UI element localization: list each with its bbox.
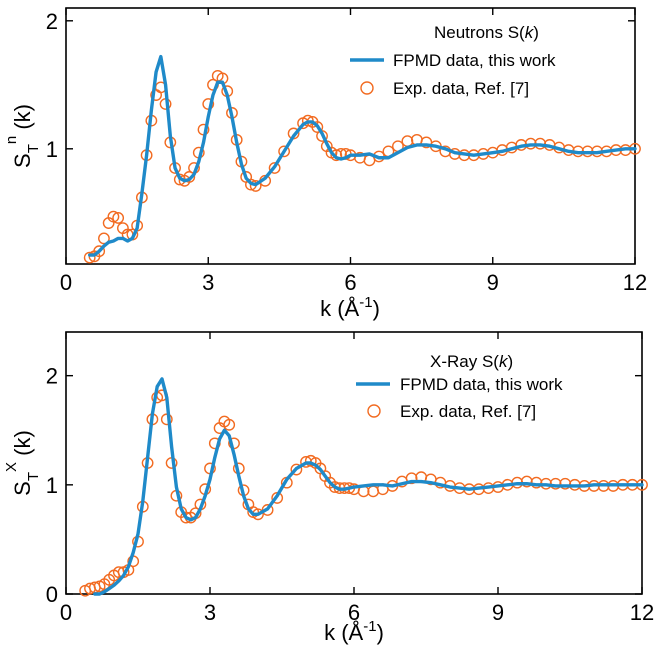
- x-ticks-bottom: 0 3 6 9 12: [60, 332, 654, 625]
- legend-title-top: Neutrons S(k): [434, 23, 539, 42]
- x-tick-label-bottom: 9: [492, 600, 504, 625]
- exp-data-point-top: [93, 245, 106, 258]
- x-tick-label-top: 3: [202, 270, 214, 295]
- x-axis-label-top: k (Å-1): [320, 294, 380, 321]
- x-tick-label-bottom: 6: [348, 600, 360, 625]
- x-tick-label-bottom: 0: [60, 600, 72, 625]
- exp-data-point-bottom: [223, 418, 236, 431]
- exp-data-point-bottom: [180, 511, 192, 524]
- legend-bottom: X-Ray S(k) FPMD data, this work Exp. dat…: [356, 352, 563, 421]
- exp-data-point-top: [98, 232, 110, 245]
- exp-data-point-top: [83, 251, 96, 264]
- legend-fpmd-label-top: FPMD data, this work: [393, 51, 556, 70]
- y-axis-label-top: STn (k): [3, 104, 42, 168]
- exp-data-point-top: [112, 212, 125, 224]
- x-tick-label-bottom: 12: [630, 600, 654, 625]
- exp-data-point-top: [278, 145, 291, 158]
- y-tick-label-bottom: 2: [46, 364, 58, 389]
- exp-data-point-bottom: [290, 463, 303, 476]
- legend-marker-swatch-bottom: [367, 404, 381, 418]
- x-tick-label-top: 9: [487, 270, 499, 295]
- x-tick-label-top: 0: [60, 270, 72, 295]
- y-tick-label-bottom: 0: [46, 582, 58, 607]
- legend-title-bottom: X-Ray S(k): [430, 352, 513, 371]
- neutrons-panel: 0 3 6 9 12 12 STn (k) k (Å-1) Neutrons S(k) …: [3, 7, 647, 321]
- y-ticks-bottom: 0 1 2: [46, 364, 642, 607]
- series-line-fpmd-bottom: [93, 377, 644, 596]
- exp-data-point-top: [107, 210, 120, 223]
- x-axis-label-bottom: k (Å-1): [324, 618, 384, 645]
- y-axis-label-bottom: STX (k): [3, 430, 42, 496]
- x-tick-label-bottom: 3: [204, 600, 216, 625]
- exp-data-point-top: [311, 121, 324, 133]
- series-layer-top: [83, 54, 641, 264]
- x-ticks-top: 0 3 6 9 12: [60, 8, 647, 295]
- x-tick-label-top: 12: [623, 270, 647, 295]
- series-line-fpmd-top: [88, 54, 637, 257]
- y-tick-label-bottom: 1: [46, 473, 58, 498]
- exp-data-point-top: [268, 162, 281, 174]
- series-layer-bottom: [79, 377, 648, 597]
- plot-frame-top: [65, 7, 636, 265]
- exp-data-point-top: [183, 171, 196, 183]
- legend-exp-label-top: Exp. data, Ref. [7]: [393, 79, 529, 98]
- y-tick-label-top: 1: [46, 137, 58, 162]
- legend-exp-label-bottom: Exp. data, Ref. [7]: [400, 402, 536, 421]
- legend-fpmd-label-bottom: FPMD data, this work: [400, 375, 563, 394]
- exp-data-point-top: [249, 180, 262, 192]
- x-tick-label-top: 6: [344, 270, 356, 295]
- exp-data-point-top: [330, 149, 343, 162]
- y-ticks-top: 12: [46, 9, 635, 162]
- legend-marker-swatch-top: [360, 81, 374, 95]
- exp-data-point-bottom: [367, 485, 380, 498]
- legend-top: Neutrons S(k) FPMD data, this work Exp. …: [350, 23, 556, 98]
- exp-data-point-top: [401, 135, 414, 148]
- xray-panel: 0 3 6 9 12 012 STX (k) k (Å-1) X-Ray S(k) FP…: [3, 331, 654, 645]
- y-tick-label-top: 2: [46, 9, 58, 34]
